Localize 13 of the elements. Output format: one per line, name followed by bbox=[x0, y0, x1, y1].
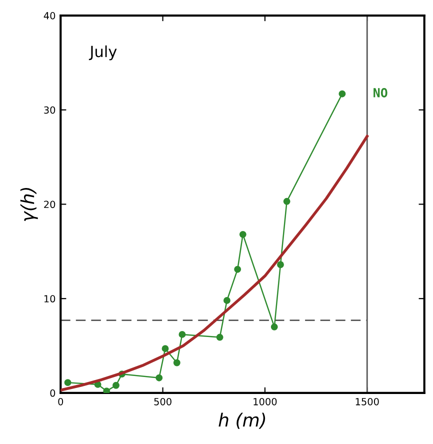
y-tick-label: 0 bbox=[50, 389, 56, 397]
y-tick-label: 40 bbox=[44, 12, 56, 20]
x-axis-title: h (m) bbox=[218, 412, 266, 429]
x-tick-label: 500 bbox=[154, 398, 172, 406]
annotation: July bbox=[88, 45, 117, 60]
y-tick-label: 10 bbox=[44, 295, 56, 302]
x-tick-label: 1000 bbox=[254, 398, 277, 406]
y-axis-title: γ(h) bbox=[20, 188, 38, 222]
y-tick-label: 30 bbox=[44, 106, 56, 114]
x-tick-label: 1500 bbox=[356, 398, 379, 406]
text: NO bbox=[374, 88, 388, 98]
y-tick-label: 20 bbox=[44, 200, 56, 208]
x-tick-label: 0 bbox=[58, 398, 64, 406]
